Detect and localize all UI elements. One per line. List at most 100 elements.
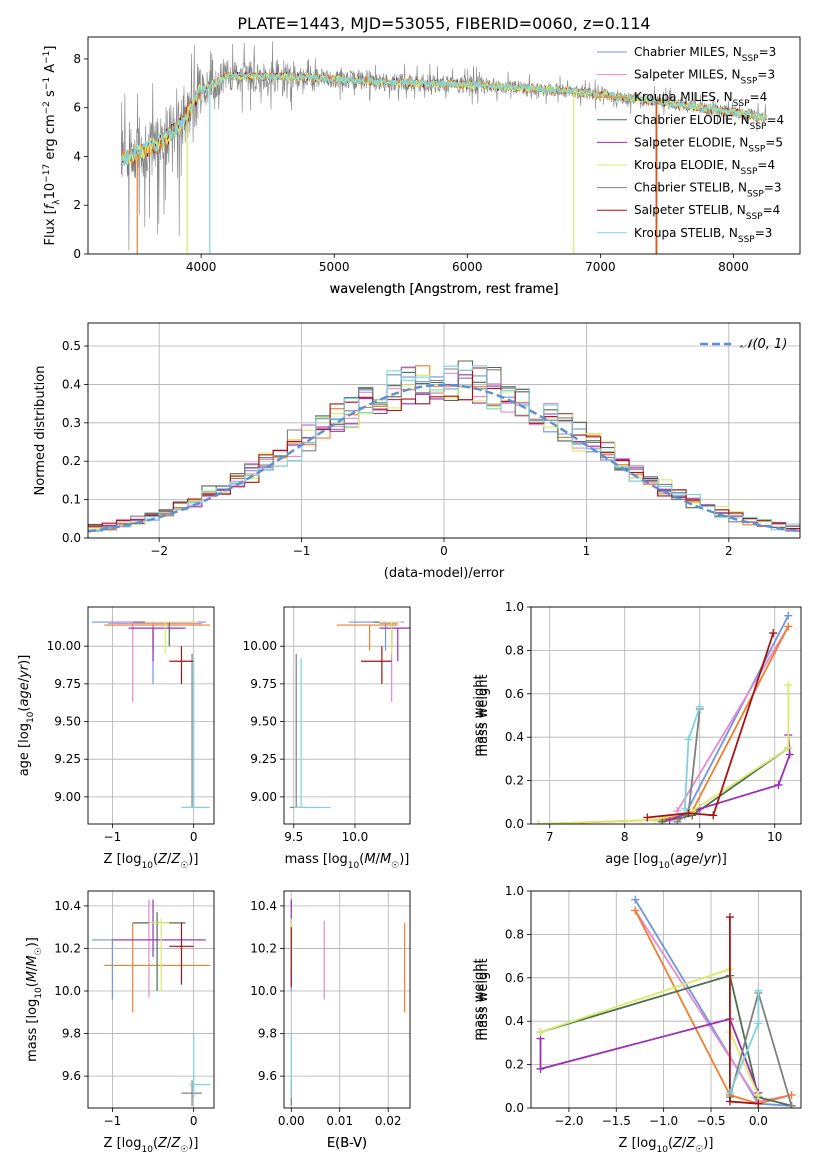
label-part: −1	[42, 51, 52, 64]
label-part: Salpeter ELODIE, N	[634, 135, 748, 149]
errorbar-chabrier-stelib	[181, 653, 209, 809]
label-part: )]	[703, 1136, 713, 1151]
x-tick-label: 10.0	[342, 830, 369, 844]
series-kroupa-elodie	[536, 965, 763, 1108]
label-part: ☉	[180, 1145, 188, 1155]
axes-frame	[87, 322, 801, 539]
x-tick-label: −1	[104, 830, 122, 844]
x-tick-label: −2.0	[554, 1114, 583, 1128]
series-line	[634, 910, 792, 1105]
y-axis-label: mass weight	[476, 958, 491, 1040]
mass-weight-vs-metallicity-panel: −2.0 −1.5 −1.0 −0.5 0.0 0.0 0.2 0.4 0.6 0.8 1.0 Z […	[472, 884, 802, 1155]
x-tick-label: −1.5	[602, 1114, 631, 1128]
x-axis-label: wavelength [Angstrom, rest frame]	[330, 282, 559, 297]
label-part: SSP	[748, 144, 765, 154]
label-part: λ	[52, 199, 62, 205]
label-part: =4	[763, 203, 781, 217]
x-tick-label: −0.5	[696, 1114, 725, 1128]
errorbar-salpeter-stelib	[361, 646, 392, 684]
label-part: Salpeter STELIB, N	[634, 203, 746, 217]
label-part: SSP	[750, 122, 767, 132]
series-line	[684, 615, 790, 816]
age-vs-mass-panel: 9.5 10.0 9.00 9.25 9.50 9.75 10.00 mass [log10(…	[243, 606, 411, 871]
axes-frame	[87, 606, 215, 825]
series-marker	[631, 895, 640, 904]
errorbar-salpeter-elodie	[112, 899, 206, 957]
series-marker	[709, 811, 718, 820]
label-part: )]	[188, 1136, 198, 1151]
y-tick-label: 10.00	[47, 639, 81, 653]
label-part: Chabrier STELIB, N	[634, 181, 747, 195]
x-tick-label: 9	[696, 830, 704, 844]
y-tick-label: 9.25	[250, 752, 277, 766]
label-part: =5	[765, 135, 783, 149]
y-tick-label: 0	[73, 247, 81, 261]
series-line	[540, 974, 792, 1107]
model-spectrum-kroupa-stelib	[120, 71, 768, 166]
histogram-kroupa-stelib	[88, 365, 800, 532]
errorbar-kroupa-elodie	[148, 918, 170, 991]
legend-label: Kroupa ELODIE, NSSP=4	[634, 158, 775, 177]
label-part: erg cm	[43, 114, 58, 163]
label-part: ☉	[180, 861, 188, 871]
series-marker	[684, 735, 693, 744]
errorbar-chabrier-miles	[92, 939, 202, 1000]
label-part: Z [log	[104, 1136, 142, 1151]
errorbar-salpeter-elodie	[379, 627, 410, 662]
residuals-histogram-panel: −2 −1 0 1 2 0.0 0.1 0.2 0.3 0.4 0.5 (data-model)/er…	[33, 322, 801, 581]
y-tick-label: 0.8	[505, 643, 524, 657]
series-marker	[680, 804, 689, 813]
series-marker	[684, 809, 693, 818]
y-tick-label: 9.00	[250, 790, 277, 804]
label-part: (	[359, 852, 364, 867]
errorbar-salpeter-elodie	[128, 627, 186, 662]
series-kroupa-elodie	[534, 681, 793, 824]
y-tick-label: 0.0	[62, 531, 81, 545]
label-part: Kroupa ELODIE, N	[634, 158, 741, 172]
label-part: Flux [	[43, 209, 58, 245]
label-part: Z	[170, 1136, 181, 1151]
y-axis-label: mass weight	[472, 674, 487, 756]
label-part: yr	[703, 852, 719, 867]
label-part: ☉	[34, 947, 44, 955]
x-axis-label: mass [log10(M/M☉)]	[285, 852, 410, 871]
label-part: Z [log	[104, 852, 142, 867]
gaussian-reference-curve	[88, 383, 800, 533]
series-salpeter-stelib	[725, 913, 763, 1108]
errorbar-chabrier-elodie	[132, 621, 194, 647]
series-marker	[784, 744, 793, 753]
label-part: M	[25, 955, 40, 966]
series-marker	[787, 1101, 796, 1108]
y-tick-label: 9.6	[62, 1069, 81, 1083]
x-tick-label: 7000	[585, 260, 616, 274]
label-part: Chabrier MILES, N	[634, 45, 742, 59]
x-axis-label: age [log10(age/yr)]	[605, 852, 727, 871]
label-part: =3	[755, 226, 773, 240]
label-part: Salpeter MILES, N	[634, 68, 741, 82]
x-tick-label: 0	[440, 544, 448, 558]
legend-label: 𝒩(0, 1)	[740, 337, 787, 352]
series-marker	[658, 817, 667, 824]
label-part: /	[376, 852, 381, 867]
label-part: mass [log	[25, 999, 40, 1062]
series-marker	[643, 813, 652, 822]
label-part: (	[668, 1136, 673, 1151]
x-tick-label: 0	[190, 1114, 198, 1128]
histogram-salpeter-stelib	[88, 367, 800, 530]
label-part: SSP	[741, 167, 758, 177]
mass-vs-ebv-panel: 0.00 0.01 0.029.69.810.010.210.4E(B-V)E(B-…	[250, 890, 411, 1151]
errorbar-salpeter-miles	[108, 622, 202, 702]
label-part: 10	[34, 987, 44, 999]
x-tick-label: 0.00	[278, 1114, 305, 1128]
y-tick-label: 6	[73, 101, 81, 115]
series-marker	[534, 820, 543, 824]
label-part: M	[380, 852, 391, 867]
spectrum-panel: 4000 5000 6000 7000 8000 0 2 4 6 8 wavelength [Ang…	[42, 36, 801, 297]
label-part: SSP	[738, 235, 755, 245]
label-part: yr	[17, 663, 32, 679]
y-tick-label: 9.75	[54, 677, 81, 691]
x-tick-label: 0.02	[375, 1114, 402, 1128]
y-tick-label: 9.75	[250, 677, 277, 691]
